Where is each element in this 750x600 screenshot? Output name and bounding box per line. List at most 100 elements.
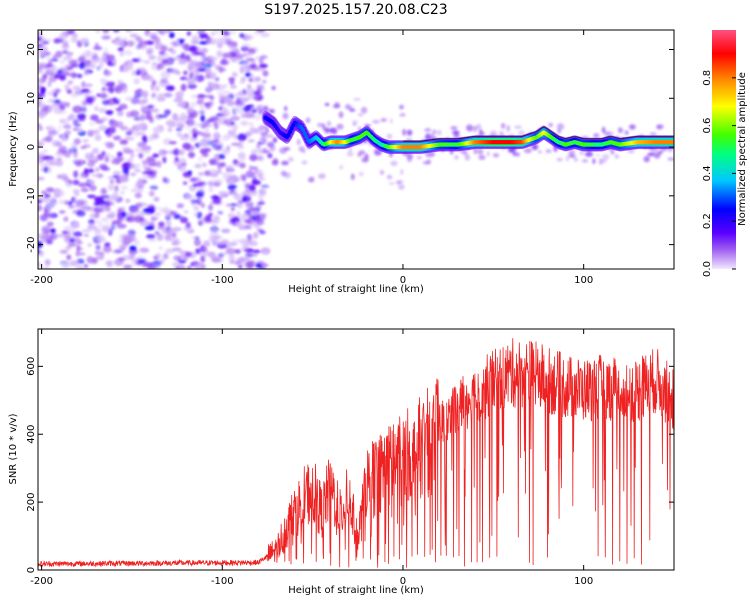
noise-blob <box>94 105 99 112</box>
noise-blob <box>131 69 136 77</box>
noise-blob <box>208 187 214 193</box>
noise-blob <box>249 127 257 134</box>
noise-blob <box>271 159 279 166</box>
noise-blob <box>83 263 89 269</box>
noise-blob <box>126 158 134 164</box>
noise-blob <box>169 31 175 39</box>
noise-blob <box>349 108 356 112</box>
noise-blob <box>399 113 406 117</box>
noise-blob <box>217 91 223 97</box>
noise-blob <box>266 141 275 148</box>
noise-blob <box>225 203 232 207</box>
noise-blob <box>53 38 61 44</box>
noise-blob <box>64 130 71 136</box>
noise-blob <box>107 183 115 191</box>
noise-blob <box>89 121 95 126</box>
noise-blob <box>102 99 110 106</box>
noise-blob <box>194 236 200 240</box>
noise-blob <box>76 244 81 252</box>
noise-blob <box>57 110 67 115</box>
noise-blob <box>225 247 236 255</box>
noise-blob <box>161 59 169 64</box>
noise-blob <box>59 118 70 125</box>
noise-blob <box>262 148 268 153</box>
noise-blob <box>523 149 529 153</box>
noise-blob <box>154 230 160 236</box>
noise-blob <box>101 217 108 222</box>
noise-blob <box>122 167 130 175</box>
noise-blob <box>95 255 105 260</box>
noise-blob <box>501 122 506 129</box>
noise-blob <box>77 182 87 187</box>
noise-blob <box>81 229 92 233</box>
noise-blob <box>102 30 110 34</box>
noise-blob <box>76 209 86 217</box>
noise-blob <box>148 190 155 197</box>
noise-blob <box>127 217 132 221</box>
noise-blob <box>386 174 393 180</box>
noise-blob <box>210 38 217 45</box>
noise-blob <box>332 104 341 109</box>
noise-blob <box>85 53 92 60</box>
noise-blob <box>160 78 169 84</box>
y-tick-label: 10 <box>26 92 37 105</box>
noise-blob <box>272 137 278 143</box>
noise-blob <box>233 195 243 201</box>
noise-blob <box>228 165 234 172</box>
noise-blob <box>214 77 220 82</box>
noise-blob <box>99 252 105 257</box>
noise-blob <box>210 71 217 80</box>
noise-blob <box>83 70 90 76</box>
noise-blob <box>149 185 159 191</box>
noise-blob <box>240 120 249 126</box>
noise-blob <box>87 243 92 247</box>
noise-blob <box>121 66 130 73</box>
noise-blob <box>398 184 405 190</box>
noise-blob <box>146 265 157 269</box>
noise-blob <box>232 71 237 78</box>
noise-blob <box>238 155 246 163</box>
noise-blob <box>38 204 43 212</box>
noise-blob <box>233 159 238 165</box>
noise-blob <box>80 37 89 45</box>
noise-blob <box>400 168 404 176</box>
noise-blob <box>67 201 73 206</box>
noise-blob <box>87 168 95 174</box>
noise-blob <box>57 124 63 131</box>
noise-blob <box>42 149 49 154</box>
noise-blob <box>130 172 137 177</box>
noise-blob <box>72 85 81 91</box>
noise-blob <box>407 154 413 160</box>
snr-series-line <box>38 338 674 568</box>
ridge-core <box>288 129 293 134</box>
noise-blob <box>241 42 251 51</box>
noise-blob <box>258 124 264 131</box>
noise-blob <box>228 77 236 82</box>
noise-blob <box>244 219 252 224</box>
noise-blob <box>69 260 79 267</box>
noise-blob <box>218 153 226 160</box>
y-tick-label: 20 <box>26 43 37 56</box>
noise-blob <box>253 91 260 95</box>
noise-blob <box>38 111 46 120</box>
noise-blob <box>163 206 169 213</box>
noise-blob <box>72 105 83 113</box>
noise-blob <box>232 58 239 63</box>
noise-blob <box>47 81 52 87</box>
noise-blob <box>175 71 181 75</box>
noise-blob <box>175 261 180 267</box>
noise-blob <box>100 117 109 122</box>
noise-blob <box>215 84 225 91</box>
noise-blob <box>139 90 149 95</box>
noise-blob <box>126 111 131 118</box>
noise-blob <box>197 61 202 69</box>
noise-blob <box>473 147 478 155</box>
noise-blob <box>157 114 168 118</box>
noise-blob <box>193 260 200 266</box>
noise-blob <box>629 124 636 130</box>
noise-blob <box>38 249 41 254</box>
noise-blob <box>338 111 344 119</box>
noise-blob <box>478 155 486 160</box>
noise-blob <box>296 138 301 146</box>
noise-blob <box>593 133 600 138</box>
